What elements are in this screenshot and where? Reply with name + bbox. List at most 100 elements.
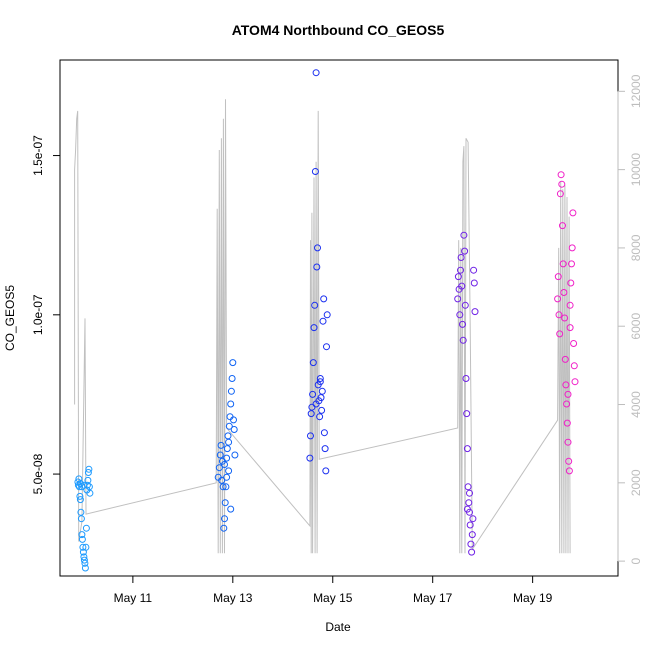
data-point	[471, 308, 479, 316]
data-point	[460, 231, 468, 239]
data-point	[554, 295, 562, 303]
data-point	[84, 476, 92, 484]
data-point	[79, 543, 87, 551]
data-point	[228, 375, 236, 382]
data-point	[566, 301, 574, 309]
data-point	[77, 515, 85, 523]
x-axis-label: Date	[325, 620, 351, 634]
y2-tick-label: 6000	[629, 313, 643, 340]
data-point	[461, 247, 469, 255]
data-point	[318, 406, 326, 414]
data-point	[320, 295, 328, 303]
data-point	[76, 492, 84, 500]
x-tick-label: May 15	[313, 591, 353, 605]
y2-axis: 0 2000 4000 6000 8000 10000 12000	[617, 74, 643, 564]
series-2	[214, 359, 239, 532]
data-point	[216, 451, 224, 459]
data-point	[561, 314, 569, 322]
data-point	[229, 359, 237, 367]
data-point	[223, 473, 231, 481]
y-tick-label: 5.0e-08	[31, 453, 45, 494]
data-point	[80, 556, 88, 564]
data-point	[322, 467, 330, 475]
data-point	[222, 483, 230, 491]
y2-tick-label: 0	[629, 557, 643, 564]
data-point	[225, 467, 233, 475]
y2-tick-label: 8000	[629, 234, 643, 261]
data-point	[457, 266, 464, 274]
chart-title: ATOM4 Northbound CO_GEOS5	[232, 22, 445, 38]
altitude-trace-line	[74, 99, 571, 554]
data-point	[306, 454, 314, 462]
data-point	[224, 432, 232, 440]
data-point	[227, 505, 235, 513]
data-point	[78, 535, 86, 543]
data-point	[84, 469, 92, 476]
data-point	[82, 524, 90, 532]
data-point	[81, 564, 89, 572]
data-point	[564, 438, 572, 446]
data-point	[466, 489, 473, 497]
data-point	[570, 340, 578, 347]
data-point	[469, 515, 477, 523]
data-point	[80, 481, 88, 489]
data-point	[223, 445, 231, 453]
data-point	[215, 464, 223, 472]
data-point	[562, 381, 570, 389]
data-point	[76, 496, 84, 504]
data-point	[571, 378, 579, 386]
data-point	[466, 521, 474, 529]
data-point	[561, 355, 569, 363]
data-point	[316, 375, 324, 382]
data-point	[565, 457, 573, 465]
series-1	[74, 465, 94, 572]
data-point	[556, 330, 564, 338]
data-point	[554, 273, 562, 281]
data-point	[568, 260, 575, 268]
data-point	[231, 451, 239, 459]
data-point	[311, 168, 319, 175]
data-point	[316, 413, 324, 421]
data-point	[227, 400, 235, 408]
data-point	[309, 359, 317, 367]
data-point	[78, 483, 86, 491]
data-point	[459, 336, 467, 344]
data-point	[568, 244, 576, 252]
data-point	[470, 279, 478, 287]
y-axis: 5.0e-08 1.0e-07 1.5e-07	[31, 135, 61, 494]
data-point	[312, 400, 320, 408]
data-point	[470, 266, 478, 274]
data-point	[316, 378, 324, 386]
data-point	[225, 438, 233, 446]
data-point	[318, 387, 326, 395]
data-point	[85, 465, 93, 473]
data-point	[555, 311, 563, 319]
data-point	[454, 273, 462, 281]
x-tick-label: May 19	[513, 591, 553, 605]
data-point	[563, 419, 571, 427]
data-point	[82, 543, 90, 551]
data-point	[320, 429, 328, 437]
data-point	[312, 69, 320, 77]
data-point	[219, 483, 227, 491]
data-point	[458, 282, 466, 290]
data-point	[75, 483, 83, 491]
data-point	[565, 467, 573, 475]
data-point	[227, 387, 235, 395]
data-point	[463, 445, 471, 453]
data-point	[459, 320, 466, 328]
series-3	[306, 69, 331, 475]
data-point	[456, 311, 464, 319]
y2-tick-label: 4000	[629, 391, 643, 418]
data-point	[311, 301, 319, 309]
data-points-layer	[74, 69, 579, 572]
data-point	[321, 445, 329, 453]
data-point	[221, 461, 228, 468]
data-point	[560, 289, 568, 296]
data-point	[76, 480, 84, 488]
plot-area-border	[59, 59, 619, 577]
y2-tick-label: 10000	[629, 153, 643, 187]
data-point	[559, 260, 567, 268]
data-point	[564, 390, 572, 398]
data-point	[556, 190, 564, 198]
